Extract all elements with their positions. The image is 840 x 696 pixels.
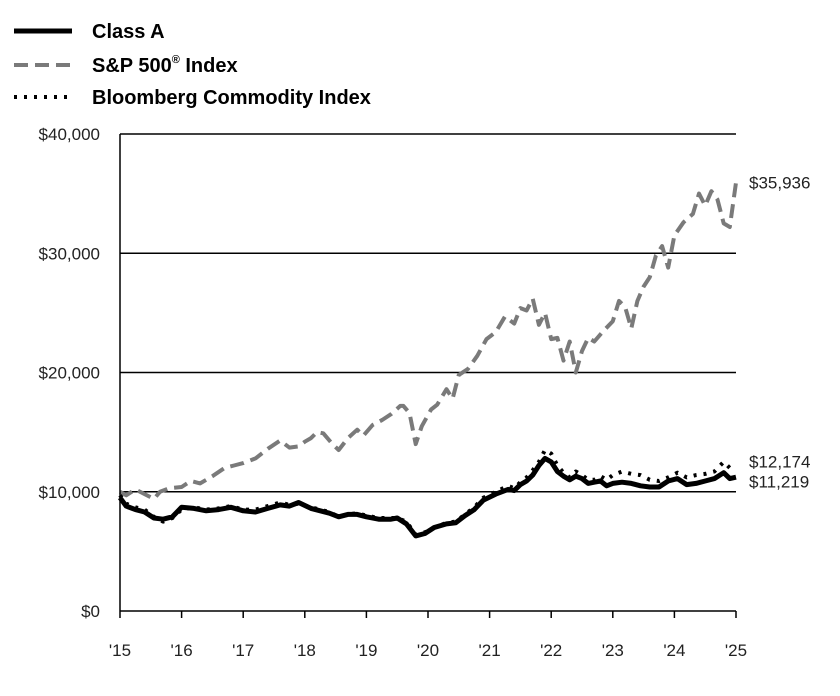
end-label-series-2: $11,219 [749,473,809,492]
y-tick-label-1: $10,000 [39,483,100,502]
legend-label-bloomberg: Bloomberg Commodity Index [92,87,371,109]
legend-item-bloomberg: Bloomberg Commodity Index [14,87,371,109]
y-axis-ticks: $0 $10,000 $20,000 $30,000 $40,000 [39,125,100,621]
x-axis-ticks: '15 '16 '17 '18 '19 '20 '21 '22 '23 '24 '25 [109,611,747,660]
x-tick-label-7: '22 [540,641,562,660]
legend-label-sp500-name: S&P 500 [92,55,172,77]
series-line-2 [117,455,737,539]
x-tick-label-10: '25 [725,641,747,660]
x-tick-label-1: '16 [171,641,193,660]
gridlines [120,133,736,493]
legend-item-class-a: Class A [14,21,165,43]
legend-label-sp500-suffix: Index [180,55,238,77]
y-tick-label-2: $20,000 [39,364,100,383]
end-label-series-1: $12,174 [749,453,810,472]
x-tick-label-4: '19 [355,641,377,660]
legend-item-sp500: S&P 500® Index [14,54,238,77]
series-lines [117,182,738,539]
x-tick-label-8: '23 [602,641,624,660]
end-label-series-0: $35,936 [749,173,810,192]
legend-label-class-a: Class A [92,21,165,43]
y-tick-label-0: $0 [81,602,100,621]
x-tick-label-3: '18 [294,641,316,660]
x-tick-label-2: '17 [232,641,254,660]
x-tick-label-5: '20 [417,641,439,660]
axes [119,134,736,612]
legend-label-sp500-mark: ® [172,54,180,66]
y-tick-label-4: $40,000 [39,125,100,144]
x-tick-label-6: '21 [479,641,501,660]
series-line-0 [119,182,738,501]
legend-label-sp500: S&P 500® Index [92,54,238,77]
legend: Class A S&P 500® Index Bloomberg Commodi… [14,21,371,109]
x-tick-label-9: '24 [663,641,685,660]
x-tick-label-0: '15 [109,641,131,660]
y-tick-label-3: $30,000 [39,244,100,263]
end-value-labels: $35,936 $12,174$11,219 [749,173,810,491]
